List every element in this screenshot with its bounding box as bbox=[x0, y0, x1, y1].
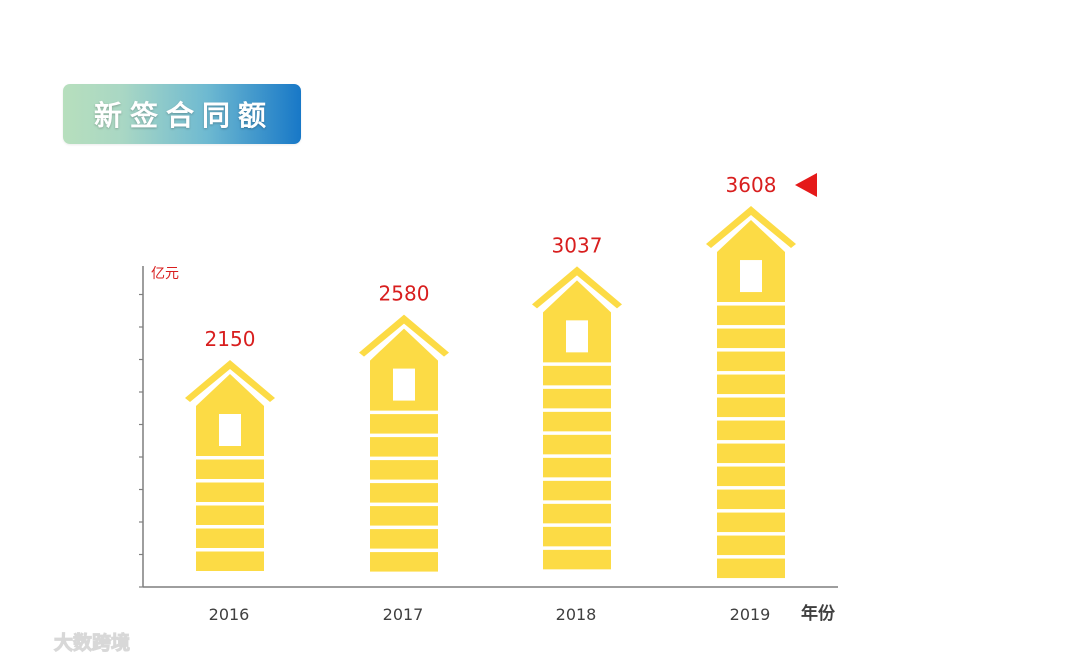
bar-stripe bbox=[196, 505, 264, 525]
bar-stripe bbox=[370, 529, 438, 549]
bar-stripe bbox=[543, 457, 611, 478]
bar-stripe bbox=[196, 551, 264, 571]
roof bbox=[706, 206, 796, 249]
y-axis-label: 亿元 bbox=[151, 266, 179, 282]
bar-stripe bbox=[370, 483, 438, 503]
watermark-logo-icon bbox=[8, 631, 49, 649]
bar-stripe bbox=[717, 466, 785, 487]
data-label: 3037 bbox=[552, 233, 603, 257]
bar-stripe bbox=[543, 549, 611, 570]
bar-house-2018 bbox=[532, 266, 622, 570]
bar-stripe bbox=[543, 411, 611, 432]
data-label: 3608 bbox=[726, 173, 777, 197]
bar-stripe bbox=[717, 558, 785, 579]
bar-stripe bbox=[543, 388, 611, 409]
title-banner: 新签合同额 bbox=[63, 84, 301, 144]
watermark-text: 大数跨境 bbox=[53, 631, 131, 654]
data-label: 2580 bbox=[379, 282, 430, 306]
door bbox=[740, 260, 762, 293]
bar-stripe bbox=[543, 526, 611, 547]
bar-stripe bbox=[370, 414, 438, 434]
bar-stripe bbox=[196, 459, 264, 479]
data-label: 2150 bbox=[205, 327, 256, 351]
door bbox=[219, 414, 241, 446]
door bbox=[393, 368, 415, 401]
bar-stripe bbox=[196, 482, 264, 502]
bar-stripe bbox=[717, 397, 785, 418]
x-tick-label: 2019 bbox=[730, 605, 771, 624]
highlight-marker-icon bbox=[795, 173, 817, 198]
bar-stripe bbox=[717, 328, 785, 349]
bar-stripe bbox=[717, 443, 785, 464]
bar-stripe bbox=[717, 535, 785, 556]
bar-house-2017 bbox=[359, 314, 449, 572]
bar-stripe bbox=[717, 512, 785, 533]
bar-house-2019 bbox=[706, 206, 796, 579]
bar-stripe bbox=[717, 489, 785, 510]
x-tick-label: 2018 bbox=[556, 605, 597, 624]
bar-stripe bbox=[543, 480, 611, 501]
bar-stripe bbox=[370, 460, 438, 480]
bar-stripe bbox=[717, 374, 785, 395]
door bbox=[566, 320, 588, 353]
bar-house-2016 bbox=[185, 360, 275, 571]
bar-stripe bbox=[543, 503, 611, 524]
bar-stripe bbox=[543, 365, 611, 386]
watermark: 大数跨境 bbox=[6, 626, 146, 656]
bar-stripe bbox=[543, 434, 611, 455]
bar-stripe bbox=[717, 305, 785, 326]
roof bbox=[532, 266, 622, 309]
bar-stripe bbox=[370, 552, 438, 572]
bar-stripe bbox=[196, 528, 264, 548]
x-tick-label: 2017 bbox=[383, 605, 424, 624]
x-tick-label: 2016 bbox=[209, 605, 250, 624]
bar-stripe bbox=[370, 506, 438, 526]
bar-stripe bbox=[370, 437, 438, 457]
page-title: 新签合同额 bbox=[93, 99, 274, 132]
x-axis-label: 年份 bbox=[801, 603, 836, 624]
bar-stripe bbox=[717, 351, 785, 372]
bar-stripe bbox=[717, 420, 785, 441]
roof bbox=[359, 314, 449, 357]
roof bbox=[185, 360, 275, 402]
